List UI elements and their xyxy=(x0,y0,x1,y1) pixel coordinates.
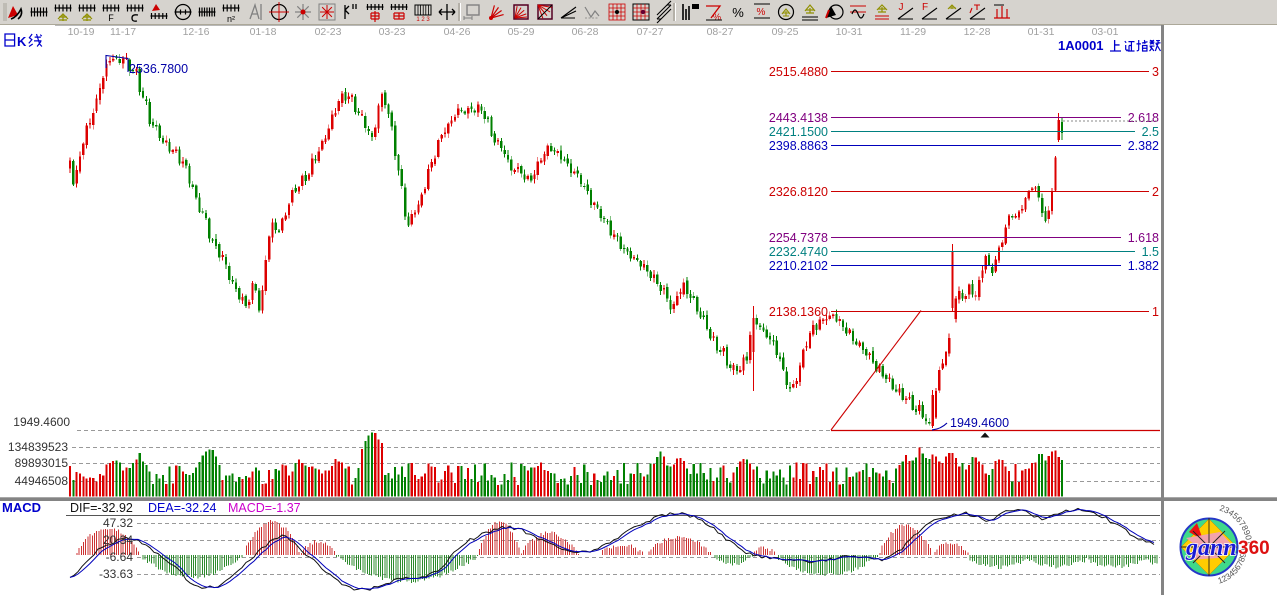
svg-text:11-29: 11-29 xyxy=(900,26,926,38)
svg-text:2: 2 xyxy=(1152,185,1159,199)
svg-text:07-27: 07-27 xyxy=(637,26,664,38)
svg-text:360: 360 xyxy=(1238,538,1270,559)
svg-text:F: F xyxy=(108,13,114,23)
svg-text:1949.4600: 1949.4600 xyxy=(13,415,70,429)
svg-text:1.618: 1.618 xyxy=(1128,231,1159,245)
svg-text:2398.8863: 2398.8863 xyxy=(769,139,828,153)
svg-text:89893015: 89893015 xyxy=(15,456,69,470)
svg-text:02-23: 02-23 xyxy=(315,26,342,38)
svg-text:05-29: 05-29 xyxy=(508,26,535,38)
svg-text:2326.8120: 2326.8120 xyxy=(769,185,828,199)
svg-text:01-18: 01-18 xyxy=(250,26,277,38)
svg-text:DIF=-32.92: DIF=-32.92 xyxy=(70,501,133,515)
svg-text:1: 1 xyxy=(1152,305,1159,319)
svg-text:%: % xyxy=(713,12,721,22)
svg-text:-33.63: -33.63 xyxy=(99,567,133,581)
svg-text:03-01: 03-01 xyxy=(1092,26,1119,38)
svg-text:11-17: 11-17 xyxy=(110,26,136,38)
svg-text:10-19: 10-19 xyxy=(68,26,95,38)
svg-text:%: % xyxy=(757,7,766,18)
svg-text:2443.4138: 2443.4138 xyxy=(769,111,828,125)
svg-text:20.34: 20.34 xyxy=(103,533,133,547)
svg-text:1 2 3: 1 2 3 xyxy=(416,17,430,23)
svg-text:K: K xyxy=(17,34,27,49)
svg-text:2.382: 2.382 xyxy=(1128,139,1159,153)
svg-text:1.5: 1.5 xyxy=(1142,245,1159,259)
svg-text:1A0001: 1A0001 xyxy=(1058,38,1104,53)
svg-text:2421.1500: 2421.1500 xyxy=(769,125,828,139)
svg-text:J: J xyxy=(899,2,904,13)
svg-text:01-31: 01-31 xyxy=(1028,26,1055,38)
svg-text:2536.7800: 2536.7800 xyxy=(129,62,188,76)
svg-text:2515.4880: 2515.4880 xyxy=(769,65,828,79)
svg-text:04-26: 04-26 xyxy=(444,26,471,38)
svg-text:n²: n² xyxy=(227,14,235,24)
svg-text:-6.64: -6.64 xyxy=(106,550,134,564)
svg-text:2138.1360: 2138.1360 xyxy=(769,305,828,319)
svg-text:12-16: 12-16 xyxy=(183,26,210,38)
svg-text:2210.2102: 2210.2102 xyxy=(769,259,828,273)
svg-text:1.382: 1.382 xyxy=(1128,259,1159,273)
svg-text:134839523: 134839523 xyxy=(8,440,68,454)
svg-text:2254.7378: 2254.7378 xyxy=(769,231,828,245)
svg-text:1949.4600: 1949.4600 xyxy=(950,416,1009,430)
svg-text:10-31: 10-31 xyxy=(836,26,863,38)
svg-text:MACD: MACD xyxy=(2,500,41,515)
svg-text:F: F xyxy=(922,2,928,13)
svg-text:12-28: 12-28 xyxy=(964,26,991,38)
svg-text:MACD=-1.37: MACD=-1.37 xyxy=(228,501,301,515)
svg-text:%: % xyxy=(732,5,744,20)
svg-text:44946508: 44946508 xyxy=(15,474,69,488)
svg-text:47.32: 47.32 xyxy=(103,516,133,530)
svg-text:06-28: 06-28 xyxy=(572,26,599,38)
svg-text:DEA=-32.24: DEA=-32.24 xyxy=(148,501,216,515)
svg-text:2.618: 2.618 xyxy=(1128,111,1159,125)
svg-text:2.5: 2.5 xyxy=(1142,125,1159,139)
svg-text:03-23: 03-23 xyxy=(379,26,406,38)
svg-text:gann: gann xyxy=(1185,535,1237,561)
svg-text:3: 3 xyxy=(1152,65,1159,79)
svg-text:2232.4740: 2232.4740 xyxy=(769,245,828,259)
svg-text:09-25: 09-25 xyxy=(772,26,799,38)
svg-text:08-27: 08-27 xyxy=(707,26,734,38)
